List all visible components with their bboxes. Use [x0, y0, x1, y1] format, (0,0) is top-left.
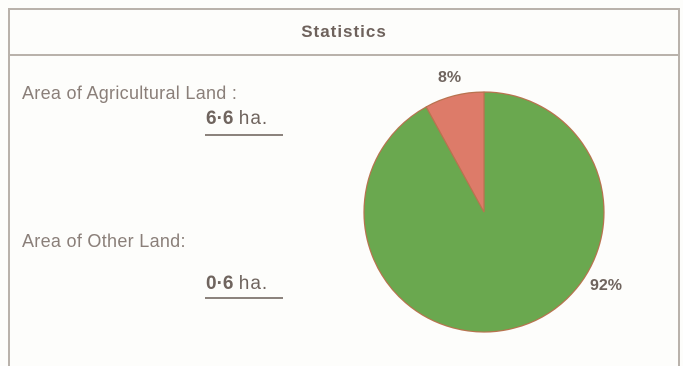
panel-title: Statistics	[10, 10, 678, 56]
agricultural-land-number: 6·6	[206, 108, 234, 129]
agricultural-underline	[205, 134, 283, 136]
pie-slice-8	[425, 91, 485, 213]
statistics-panel: Statistics	[8, 8, 680, 366]
pie-label-92: 92%	[590, 277, 622, 294]
other-land-label: Area of Other Land:	[22, 231, 186, 251]
pie-label-8: 8%	[438, 69, 461, 86]
other-land-value: 0·6 ha.	[206, 273, 268, 295]
agricultural-land-value: 6·6 ha.	[206, 108, 268, 130]
agricultural-land-label: Area of Agricultural Land :	[22, 83, 238, 103]
agricultural-land-unit: ha.	[238, 108, 269, 129]
other-underline	[205, 297, 283, 299]
other-land-number: 0·6	[206, 273, 234, 294]
other-land-unit: ha.	[238, 273, 269, 294]
